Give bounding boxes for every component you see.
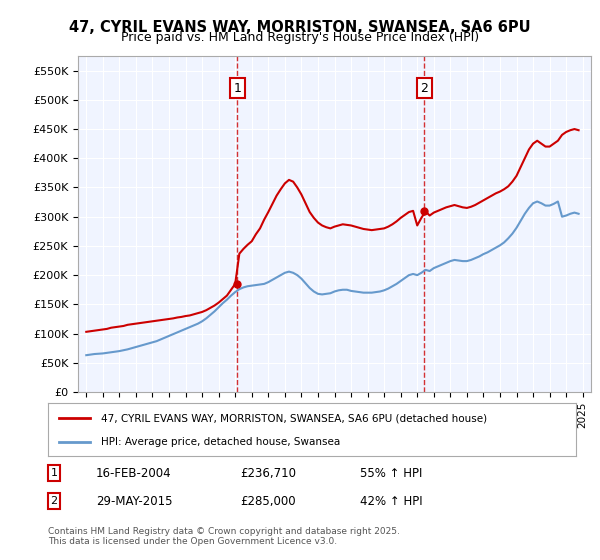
Text: 2: 2 (50, 496, 58, 506)
Text: 47, CYRIL EVANS WAY, MORRISTON, SWANSEA, SA6 6PU (detached house): 47, CYRIL EVANS WAY, MORRISTON, SWANSEA,… (101, 413, 487, 423)
Text: 2: 2 (420, 82, 428, 95)
Text: 1: 1 (50, 468, 58, 478)
Text: 55% ↑ HPI: 55% ↑ HPI (360, 466, 422, 480)
Text: 47, CYRIL EVANS WAY, MORRISTON, SWANSEA, SA6 6PU: 47, CYRIL EVANS WAY, MORRISTON, SWANSEA,… (69, 20, 531, 35)
Text: 29-MAY-2015: 29-MAY-2015 (96, 494, 173, 508)
Text: £236,710: £236,710 (240, 466, 296, 480)
Text: 16-FEB-2004: 16-FEB-2004 (96, 466, 172, 480)
Text: Price paid vs. HM Land Registry's House Price Index (HPI): Price paid vs. HM Land Registry's House … (121, 31, 479, 44)
Text: £285,000: £285,000 (240, 494, 296, 508)
Text: HPI: Average price, detached house, Swansea: HPI: Average price, detached house, Swan… (101, 436, 340, 446)
Text: Contains HM Land Registry data © Crown copyright and database right 2025.
This d: Contains HM Land Registry data © Crown c… (48, 526, 400, 546)
Text: 1: 1 (233, 82, 241, 95)
Text: 42% ↑ HPI: 42% ↑ HPI (360, 494, 422, 508)
